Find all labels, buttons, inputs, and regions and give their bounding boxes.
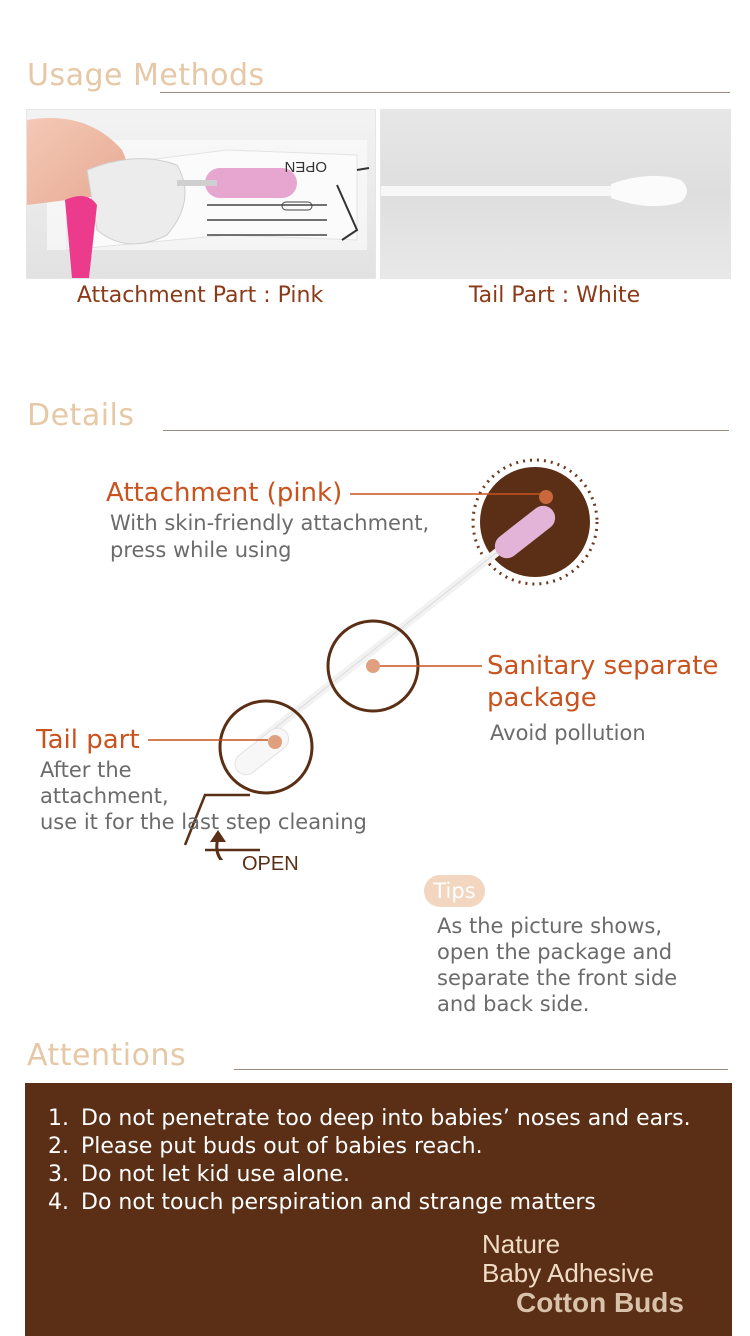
tail-desc-2: attachment,: [40, 784, 169, 808]
sanitary-heading: Sanitary separate package: [487, 650, 718, 714]
attention-item: 4. Do not touch perspiration and strange …: [33, 1189, 691, 1217]
attention-text: Do not let kid use alone.: [81, 1162, 350, 1187]
usage-methods-rule: [160, 92, 730, 93]
tail-desc-1: After the: [40, 758, 132, 782]
tail-circle: [218, 699, 314, 795]
white-tip: [234, 727, 290, 776]
tail-desc-3: use it for the last step cleaning: [40, 810, 367, 834]
attachment-dotted-ring: [471, 458, 599, 586]
brand-line-adhesive: Baby Adhesive: [482, 1258, 655, 1288]
tips-line: and back side.: [437, 992, 590, 1016]
tail-photo-image: [381, 110, 730, 278]
attention-text: Do not touch perspiration and strange ma…: [81, 1190, 596, 1215]
attention-num: 4.: [48, 1190, 69, 1215]
pink-tip: [494, 505, 556, 559]
package-dot: [366, 659, 380, 673]
tips-badge: Tips: [424, 875, 485, 907]
attentions-title: Attentions: [27, 1038, 187, 1073]
sanitary-desc: Avoid pollution: [490, 721, 646, 745]
details-rule: [163, 430, 729, 431]
tail-heading: Tail part: [36, 725, 140, 755]
attachment-desc-1: With skin-friendly attachment,: [110, 511, 430, 535]
tail-dot: [268, 735, 282, 749]
attention-num: 3.: [48, 1162, 69, 1187]
attentions-rule: [234, 1069, 728, 1070]
attachment-photo: OPEN: [26, 109, 376, 279]
attention-item: 2. Please put buds out of babies reach.: [33, 1133, 691, 1161]
package-diagram: [183, 793, 260, 860]
tail-photo: [380, 109, 731, 279]
attention-item: 1. Do not penetrate too deep into babies’…: [33, 1105, 691, 1133]
attachment-caption: Attachment Part : Pink: [76, 283, 324, 308]
tips-text: As the picture shows, open the package a…: [437, 913, 677, 1017]
sanitary-heading-line2: package: [487, 683, 597, 713]
sanitary-heading-line1: Sanitary separate: [487, 651, 719, 681]
swab-stick-edge: [259, 521, 536, 741]
brand-line-cotton: Cotton Buds: [516, 1287, 684, 1318]
usage-methods-title: Usage Methods: [27, 58, 265, 93]
attention-num: 2.: [48, 1134, 69, 1159]
attentions-list: 1. Do not penetrate too deep into babies’…: [33, 1105, 691, 1217]
attention-text: Do not penetrate too deep into babies’ n…: [81, 1106, 691, 1131]
attention-item: 3. Do not let kid use alone.: [33, 1161, 691, 1189]
open-label: OPEN: [242, 853, 299, 875]
tail-caption: Tail Part : White: [468, 283, 641, 308]
tips-line: As the picture shows,: [437, 914, 663, 938]
package-open-text: OPEN: [284, 158, 327, 175]
swab-illustration: [148, 458, 599, 860]
attachment-photo-image: OPEN: [27, 110, 375, 278]
attachment-heading: Attachment (pink): [106, 478, 343, 508]
attention-text: Please put buds out of babies reach.: [81, 1134, 483, 1159]
tips-line: separate the front side: [437, 966, 678, 990]
attachment-dot: [539, 490, 553, 504]
tips-line: open the package and: [437, 940, 673, 964]
brand-block: Nature Baby Adhesive Cotton Buds: [482, 1229, 684, 1318]
details-title: Details: [27, 398, 135, 433]
brand-line-nature: Nature: [482, 1229, 561, 1259]
attentions-box: 1. Do not penetrate too deep into babies’…: [25, 1083, 732, 1336]
attachment-desc-2: press while using: [110, 538, 292, 562]
attention-num: 1.: [48, 1106, 69, 1131]
